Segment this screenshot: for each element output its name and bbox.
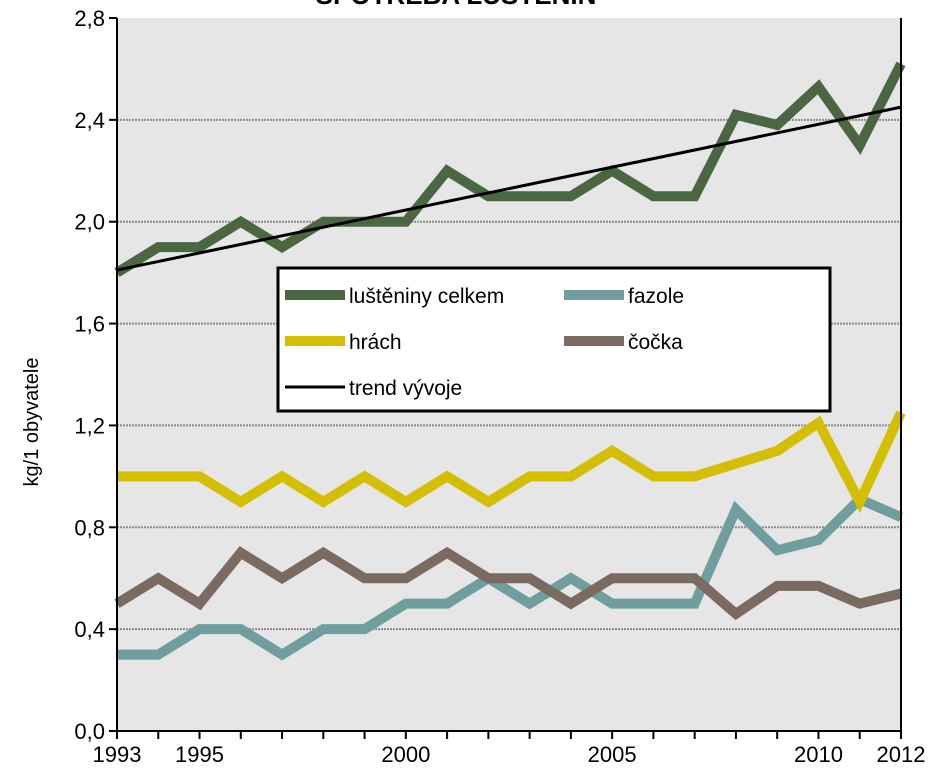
- legend-box: [276, 266, 832, 413]
- y-tick-label-2: 0,8: [74, 515, 105, 540]
- y-tick-label-1: 0,4: [74, 617, 105, 642]
- x-tick-label-2005: 2005: [588, 742, 637, 767]
- legend-label-hrach: hrách: [349, 331, 402, 354]
- y-tick-label-6: 2,4: [74, 108, 105, 133]
- series-line-hrach: [117, 410, 906, 514]
- x-tick-label-1995: 1995: [175, 742, 224, 767]
- y-tick-label-5: 2,0: [74, 210, 105, 235]
- chart-title: SPOTŘEBA LUŠTĚNIN: [316, 0, 597, 10]
- series-line-fazole: [117, 493, 903, 661]
- x-tick-label-2000: 2000: [381, 742, 430, 767]
- series-line-cocka: [114, 546, 903, 621]
- x-tick-label-2010: 2010: [794, 742, 843, 767]
- axes: 0,0 0,4 0,8 1,2 1,6 2,0 2,4 2,8 1993 1995 2000 2005…: [74, 6, 925, 767]
- legend-label-lusteniny-celkem: luštěniny celkem: [349, 285, 504, 308]
- legend-label-cocka: čočka: [628, 331, 683, 354]
- y-axis-label: kg/1 obyvatele: [21, 358, 43, 487]
- x-tick-label-1993: 1993: [93, 742, 142, 767]
- legend-label-trend: trend vývoje: [349, 377, 462, 400]
- series-line-trend: [116, 105, 902, 272]
- y-tick-label-4: 1,6: [74, 312, 105, 337]
- y-tick-label-3: 1,2: [74, 413, 105, 438]
- x-tick-label-2012: 2012: [877, 742, 926, 767]
- legend-label-fazole: fazole: [628, 285, 684, 308]
- series-lines: [114, 61, 906, 661]
- y-tick-label-7: 2,8: [74, 6, 105, 31]
- series-line-lusteniny-celkem: [114, 61, 906, 277]
- y-tick-label-0: 0,0: [74, 719, 105, 744]
- legend: luštěniny celkem fazole hrách čočka trend vý…: [276, 266, 832, 413]
